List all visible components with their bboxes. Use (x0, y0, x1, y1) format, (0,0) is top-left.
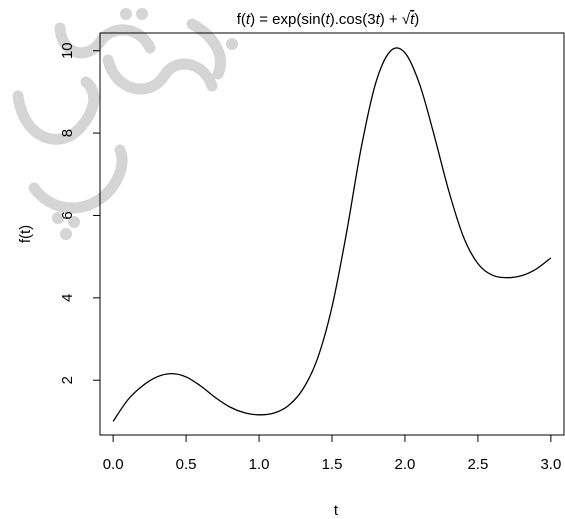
x-tick-label: 2.5 (467, 456, 488, 473)
x-axis: 0.0 0.5 1.0 1.5 2.0 2.5 3.0 (103, 434, 561, 473)
title-part: ).cos(3 (330, 11, 376, 28)
y-tick-label: 8 (59, 129, 76, 137)
y-tick-label: 10 (59, 42, 76, 59)
y-tick-label: 4 (59, 294, 76, 302)
title-part: ) (414, 11, 419, 28)
title-part: ) = exp(sin( (250, 11, 325, 28)
x-tick-label: 0.5 (176, 456, 197, 473)
y-axis: 2 4 6 8 10 (59, 42, 101, 384)
title-part: ) + (380, 11, 402, 28)
title-part: t (410, 11, 415, 28)
title-part: t (246, 11, 251, 28)
y-tick-label: 2 (59, 376, 76, 384)
x-tick-label: 0.0 (103, 456, 124, 473)
x-axis-title: t (334, 502, 339, 519)
x-tick-label: 2.0 (395, 456, 416, 473)
title-part: t (326, 11, 331, 28)
x-tick-label: 3.0 (540, 456, 561, 473)
y-tick-label: 6 (59, 211, 76, 219)
x-tick-label: 1.0 (249, 456, 270, 473)
title-part: f( (237, 11, 246, 28)
plot-frame (99, 32, 565, 436)
y-axis-title: f(t) (17, 225, 34, 243)
x-tick-label: 1.5 (322, 456, 343, 473)
watermark-logo (12, 8, 238, 240)
series-line (112, 47, 552, 422)
title-part: t (376, 11, 381, 28)
title-part: √ (402, 11, 411, 28)
chart-title: f(t) = exp(sin(t).cos(3t) + √t) (237, 11, 419, 28)
